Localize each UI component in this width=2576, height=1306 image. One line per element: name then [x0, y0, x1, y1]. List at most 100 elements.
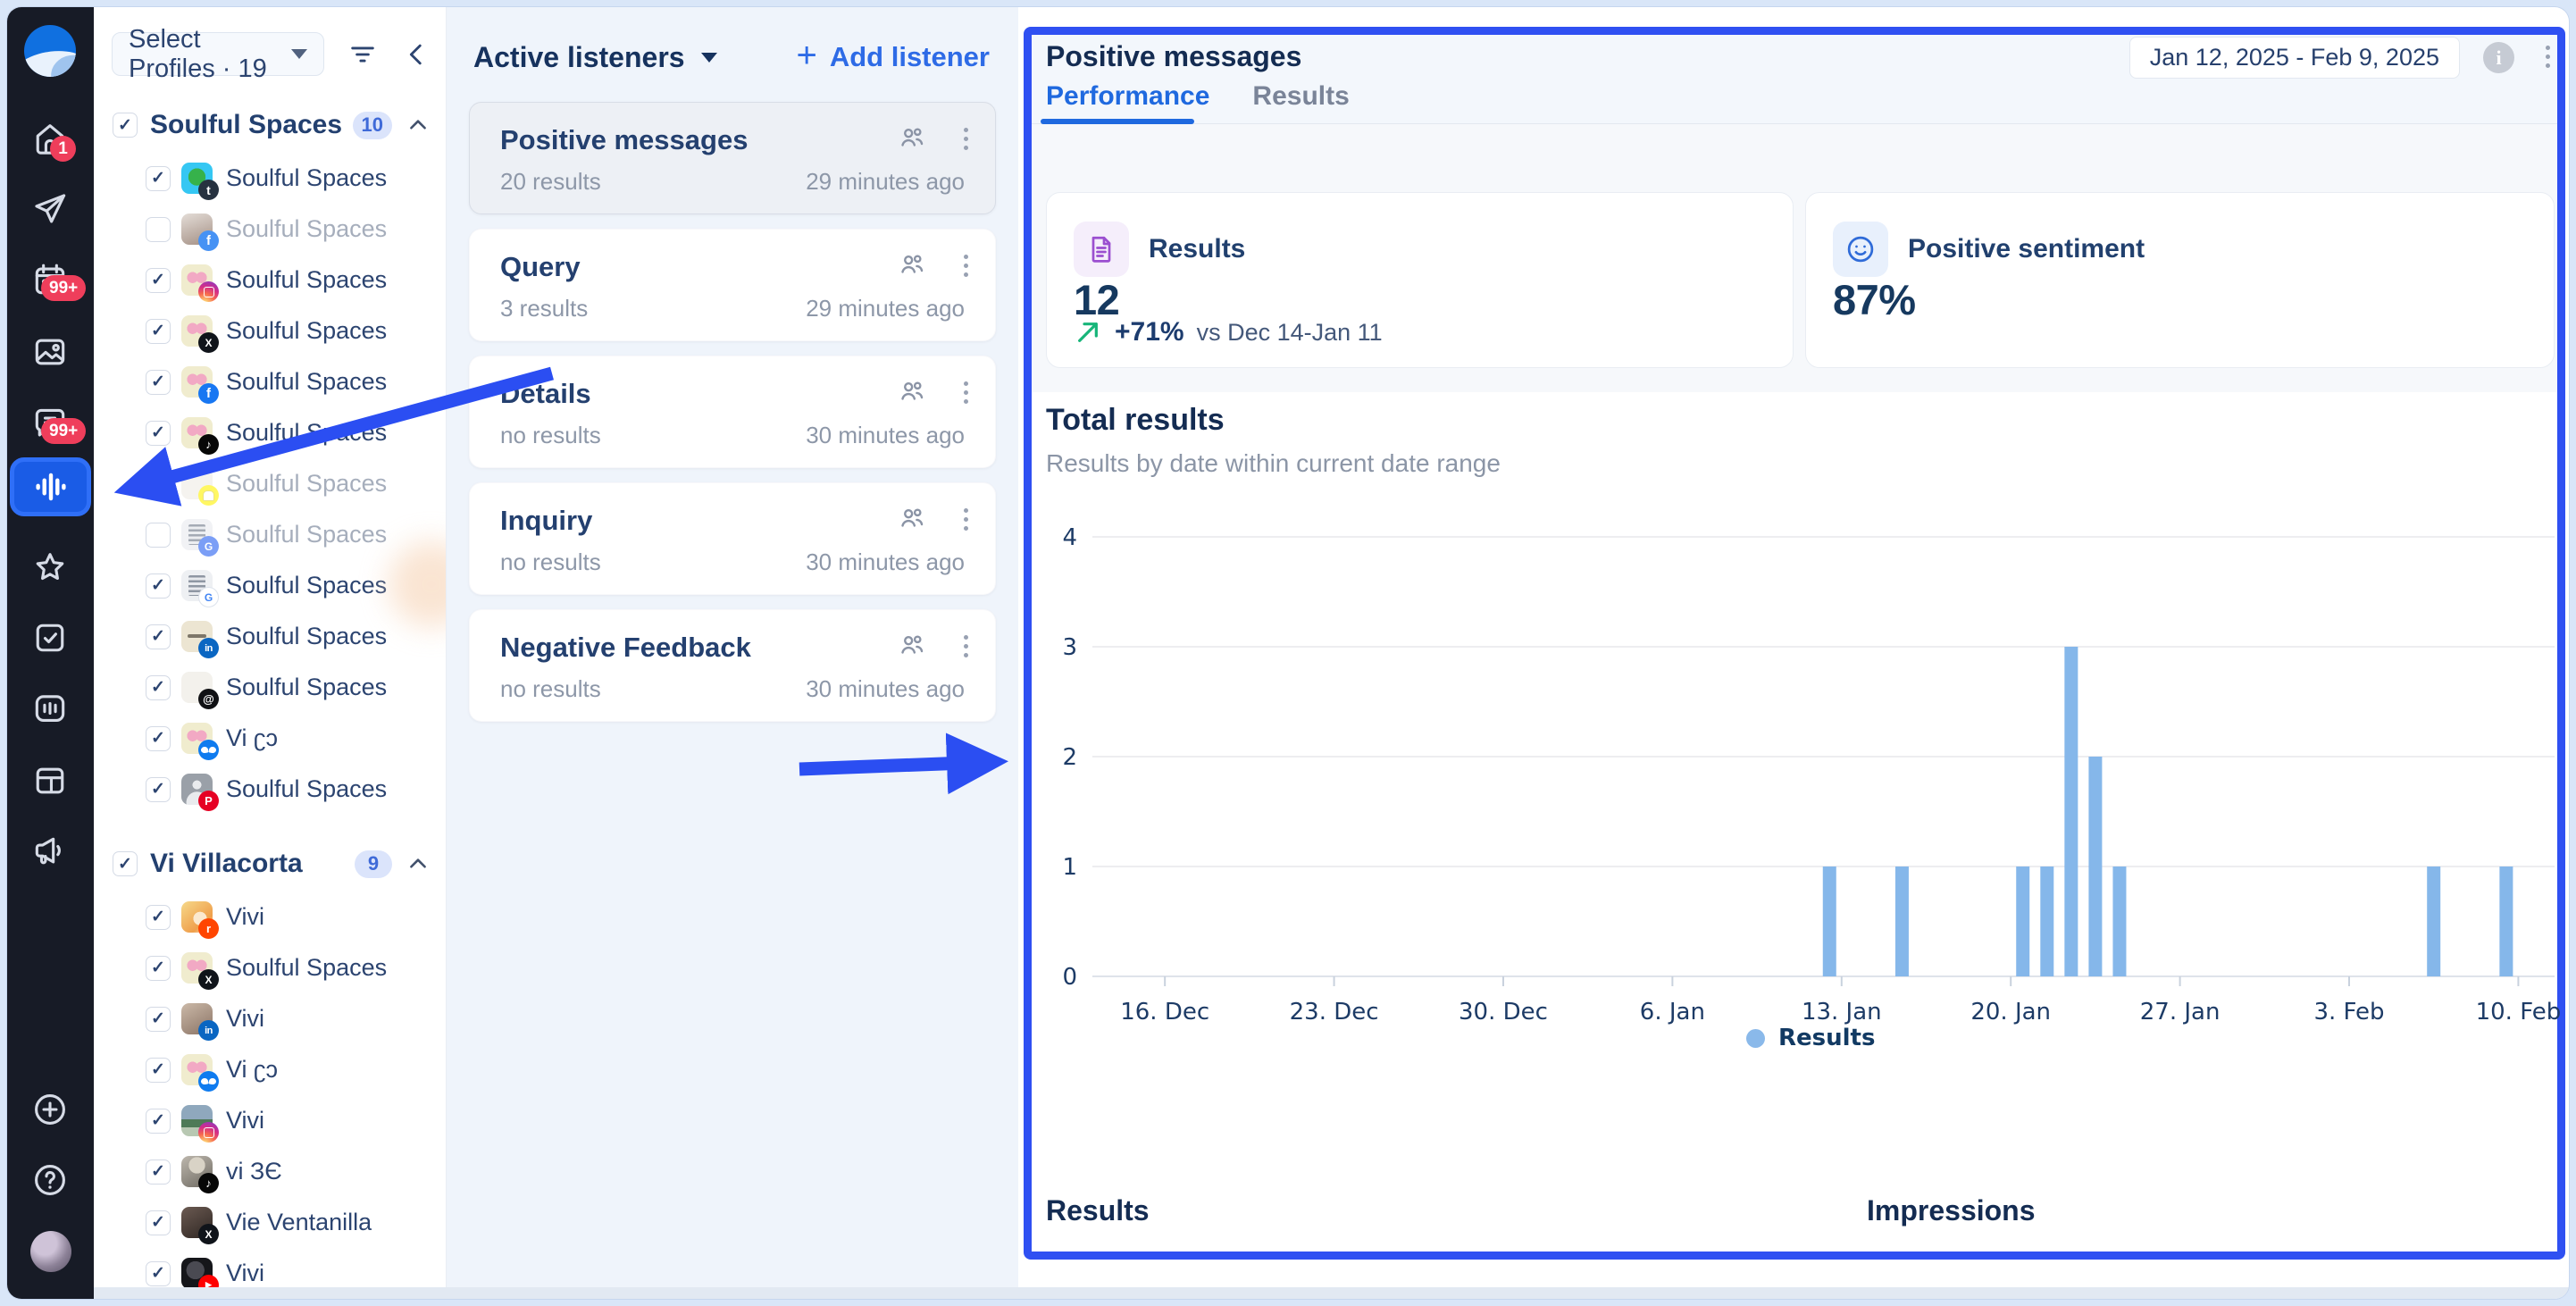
- people-icon[interactable]: [897, 122, 927, 153]
- profile-row[interactable]: Vi ʗɔ: [94, 713, 446, 764]
- listener-card[interactable]: Query 3 results 29 minutes ago: [469, 229, 996, 341]
- profile-checkbox[interactable]: [146, 165, 171, 191]
- people-icon[interactable]: [897, 503, 927, 533]
- profile-row[interactable]: Soulful Spaces: [94, 306, 446, 356]
- kebab-menu-icon[interactable]: [964, 635, 968, 657]
- profile-row[interactable]: Vi ʗɔ: [94, 1044, 446, 1095]
- profile-checkbox[interactable]: [146, 904, 171, 930]
- app-logo-icon[interactable]: [24, 25, 76, 77]
- info-icon[interactable]: i: [2483, 42, 2514, 73]
- profile-checkbox[interactable]: [146, 216, 171, 242]
- profile-checkbox[interactable]: [146, 369, 171, 395]
- profile-checkbox[interactable]: [146, 1260, 171, 1286]
- people-icon[interactable]: [897, 376, 927, 406]
- profile-row[interactable]: Vivi: [94, 892, 446, 942]
- tasks-check-icon[interactable]: [30, 618, 70, 657]
- collapse-panel-chevron-left-icon[interactable]: [401, 39, 431, 70]
- boards-layout-icon[interactable]: [30, 761, 70, 800]
- tab-results[interactable]: Results: [1252, 81, 1350, 111]
- reports-chart-icon[interactable]: [30, 689, 70, 728]
- listener-result-count: no results: [500, 548, 601, 575]
- profile-name: Vivi: [226, 1260, 265, 1286]
- sidebar-item-listening-active[interactable]: [10, 457, 91, 516]
- profile-selector-dropdown[interactable]: Select Profiles · 19: [112, 25, 324, 83]
- profile-row[interactable]: Soulful Spaces: [94, 942, 446, 993]
- user-avatar[interactable]: [30, 1231, 71, 1272]
- listeners-title[interactable]: Active listeners: [473, 40, 685, 73]
- kebab-menu-icon[interactable]: [964, 381, 968, 404]
- kebab-menu-icon[interactable]: [964, 255, 968, 277]
- profile-checkbox[interactable]: [146, 1108, 171, 1134]
- kebab-menu-icon[interactable]: [964, 508, 968, 531]
- profile-row[interactable]: Soulful Spaces: [94, 509, 446, 560]
- people-icon[interactable]: [897, 249, 927, 280]
- profile-checkbox[interactable]: [146, 471, 171, 497]
- bar-Jan 23: [2088, 757, 2103, 976]
- profile-group-header[interactable]: Vi Villacorta 9: [94, 845, 446, 883]
- profile-row[interactable]: Soulful Spaces: [94, 204, 446, 255]
- profile-checkbox[interactable]: [146, 776, 171, 802]
- svg-text:10. Feb: 10. Feb: [2476, 999, 2562, 1026]
- svg-text:3: 3: [1062, 634, 1077, 661]
- kebab-menu-icon[interactable]: [2546, 46, 2550, 68]
- profile-checkbox[interactable]: [146, 1057, 171, 1083]
- help-question-icon[interactable]: [30, 1160, 70, 1200]
- tab-performance[interactable]: Performance: [1046, 81, 1210, 111]
- reviews-star-icon[interactable]: [30, 548, 70, 587]
- add-plus-circle-icon[interactable]: [30, 1090, 70, 1129]
- profile-checkbox[interactable]: [146, 624, 171, 649]
- group-checkbox[interactable]: [113, 113, 138, 138]
- kebab-menu-icon[interactable]: [964, 128, 968, 150]
- profile-row[interactable]: Soulful Spaces: [94, 356, 446, 407]
- profile-row[interactable]: Vivi: [94, 993, 446, 1044]
- chevron-up-icon[interactable]: [406, 113, 430, 137]
- smiley-icon: [1833, 222, 1888, 277]
- horizontal-scrollbar[interactable]: [94, 1287, 2569, 1299]
- group-count-badge: 10: [352, 111, 392, 139]
- platform-badge-icon: [198, 1275, 219, 1287]
- profile-checkbox[interactable]: [146, 1210, 171, 1235]
- profile-checkbox[interactable]: [146, 725, 171, 751]
- profile-name: Soulful Spaces: [226, 419, 388, 446]
- profile-checkbox[interactable]: [146, 420, 171, 446]
- profile-row[interactable]: Soulful Spaces: [94, 611, 446, 662]
- profile-checkbox[interactable]: [146, 1006, 171, 1032]
- platform-badge-icon: [198, 1224, 219, 1244]
- listener-card[interactable]: Positive messages 20 results 29 minutes …: [469, 102, 996, 214]
- listener-card[interactable]: Inquiry no results 30 minutes ago: [469, 482, 996, 595]
- profile-checkbox[interactable]: [146, 267, 171, 293]
- listener-card[interactable]: Negative Feedback no results 30 minutes …: [469, 609, 996, 722]
- profile-row[interactable]: Soulful Spaces: [94, 458, 446, 509]
- calendar-notification-badge: 99+: [41, 275, 87, 301]
- media-image-icon[interactable]: [30, 332, 70, 372]
- chevron-up-icon[interactable]: [406, 852, 430, 875]
- profile-checkbox[interactable]: [146, 318, 171, 344]
- profile-row[interactable]: Vie Ventanilla: [94, 1197, 446, 1248]
- profile-row[interactable]: vi ЗЄ: [94, 1146, 446, 1197]
- profile-avatar: [181, 901, 219, 939]
- add-listener-button[interactable]: + Add listener: [796, 36, 990, 75]
- profile-row[interactable]: Soulful Spaces: [94, 255, 446, 306]
- profile-row[interactable]: Soulful Spaces: [94, 662, 446, 713]
- profile-group-header[interactable]: Soulful Spaces 10: [94, 106, 446, 144]
- listener-card[interactable]: Details no results 30 minutes ago: [469, 356, 996, 468]
- profile-checkbox[interactable]: [146, 1159, 171, 1185]
- profile-checkbox[interactable]: [146, 674, 171, 700]
- date-range-picker[interactable]: Jan 12, 2025 - Feb 9, 2025: [2129, 37, 2460, 79]
- profile-row[interactable]: Soulful Spaces: [94, 764, 446, 815]
- publish-send-icon[interactable]: [30, 189, 70, 229]
- profile-checkbox[interactable]: [146, 522, 171, 548]
- profile-row[interactable]: Soulful Spaces: [94, 407, 446, 458]
- profile-row[interactable]: Vivi: [94, 1248, 446, 1287]
- platform-badge-icon: [198, 180, 219, 200]
- people-icon[interactable]: [897, 630, 927, 660]
- group-checkbox[interactable]: [113, 851, 138, 876]
- profile-row[interactable]: Vivi: [94, 1095, 446, 1146]
- advocacy-megaphone-icon[interactable]: [30, 832, 70, 871]
- profile-checkbox[interactable]: [146, 573, 171, 599]
- profile-row[interactable]: Soulful Spaces: [94, 560, 446, 611]
- profile-avatar: [181, 672, 219, 709]
- filter-icon[interactable]: [347, 39, 378, 70]
- profile-checkbox[interactable]: [146, 955, 171, 981]
- profile-row[interactable]: Soulful Spaces: [94, 153, 446, 204]
